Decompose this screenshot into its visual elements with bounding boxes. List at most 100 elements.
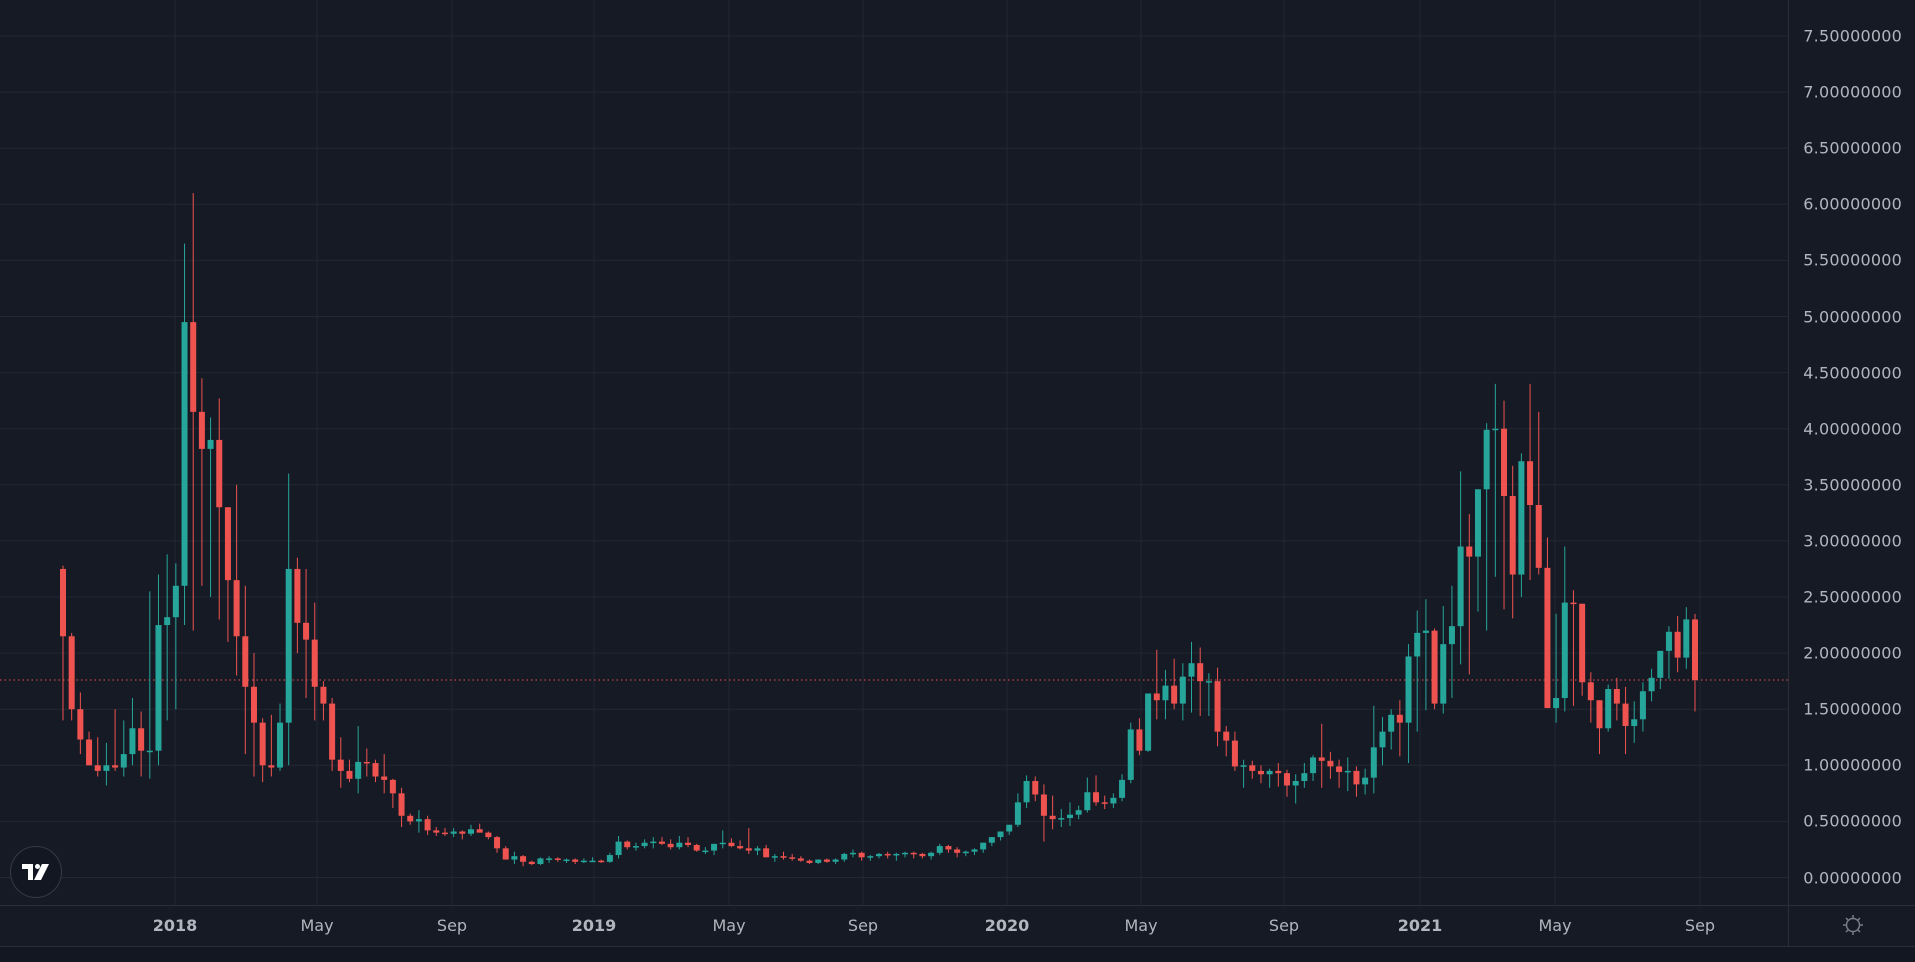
price-tick-label: 3.50000000 (1803, 475, 1902, 495)
time-tick-label: 2018 (152, 916, 198, 935)
candle (494, 835, 501, 853)
candle (823, 858, 830, 863)
candle (884, 851, 891, 859)
candle (1136, 718, 1143, 756)
candle (1553, 613, 1560, 723)
time-tick-label: 2019 (571, 916, 617, 935)
candle (606, 852, 613, 863)
candle (1561, 546, 1568, 712)
candle (129, 697, 136, 766)
candle (667, 839, 674, 850)
candle (1657, 650, 1664, 690)
candle (363, 748, 370, 777)
price-tick-label: 2.00000000 (1803, 643, 1902, 663)
time-tick-label: Sep (1268, 916, 1300, 935)
candle (346, 759, 353, 783)
candle (190, 193, 197, 631)
candle (1301, 763, 1308, 788)
candle (971, 848, 978, 856)
candle (103, 742, 110, 786)
time-tick-label: May (712, 916, 746, 935)
candle (181, 243, 188, 626)
candle (1153, 649, 1160, 720)
candle (815, 859, 822, 865)
tradingview-logo-button[interactable] (10, 846, 62, 898)
candle (268, 714, 275, 777)
candle (936, 843, 943, 856)
candle (685, 837, 692, 848)
candle (1119, 774, 1126, 802)
candle (250, 653, 257, 777)
candle (1501, 400, 1508, 610)
candle (303, 568, 310, 698)
candle (476, 823, 483, 833)
candle (1171, 658, 1178, 710)
candle (902, 851, 909, 858)
time-axis[interactable]: 2018 May Sep 2019 May Sep 2020 May Sep 2021 May Sep (0, 905, 1788, 947)
candle (320, 681, 327, 721)
price-tick-label: 5.00000000 (1803, 307, 1902, 326)
candle (1422, 599, 1429, 711)
bottom-toolbar (0, 946, 1915, 962)
candle (1197, 647, 1204, 716)
candle (1613, 677, 1620, 721)
candle (1101, 795, 1108, 810)
candle (1127, 722, 1134, 784)
time-tick-label: May (1124, 916, 1158, 935)
candle (120, 720, 127, 777)
candle (1457, 471, 1464, 665)
time-tick-label: 2021 (1397, 916, 1443, 935)
candle (389, 778, 396, 808)
price-tick-label: 0.50000000 (1803, 811, 1902, 831)
chart-plot-area[interactable] (0, 0, 1788, 905)
candle (1318, 723, 1325, 788)
candle (919, 852, 926, 859)
candle (1509, 465, 1516, 619)
candle (1336, 759, 1343, 788)
price-tick-label: 6.50000000 (1803, 138, 1902, 158)
candle (754, 846, 761, 856)
candle (719, 830, 726, 849)
candle (112, 709, 119, 771)
candle (1353, 766, 1360, 797)
candle (60, 565, 66, 721)
candle (1596, 700, 1603, 755)
axis-corner (1788, 905, 1915, 947)
candle (1396, 700, 1403, 757)
candle (1284, 769, 1290, 797)
candle (381, 754, 388, 794)
candle (415, 810, 422, 833)
candle (94, 737, 101, 777)
price-axis[interactable]: 7.50000000 7.00000000 6.50000000 6.00000000… (1788, 0, 1915, 905)
candle (86, 731, 93, 766)
candle (468, 824, 474, 836)
candle (1648, 668, 1655, 702)
gear-icon[interactable] (1842, 914, 1864, 936)
candle (146, 591, 153, 779)
candle (849, 849, 856, 858)
price-tick-label: 2.50000000 (1803, 587, 1902, 607)
candle (763, 844, 770, 858)
candle (1266, 768, 1273, 788)
candle (1414, 610, 1421, 732)
candle (424, 815, 431, 835)
candle (711, 843, 718, 856)
candle (1483, 423, 1490, 631)
candle (676, 835, 683, 850)
candle (372, 759, 379, 783)
candle (1631, 701, 1638, 743)
candle (1014, 793, 1021, 828)
candle (285, 473, 292, 766)
price-tick-label: 3.00000000 (1803, 531, 1902, 551)
candle (398, 787, 405, 828)
candle (789, 853, 796, 861)
candle (1605, 684, 1612, 732)
candle (1231, 731, 1238, 771)
candle (502, 846, 509, 860)
candle (1058, 809, 1065, 828)
candle (1683, 607, 1690, 669)
candle (928, 851, 935, 860)
candle (1370, 705, 1377, 794)
tradingview-logo-icon (22, 864, 49, 880)
candle (1023, 775, 1030, 808)
